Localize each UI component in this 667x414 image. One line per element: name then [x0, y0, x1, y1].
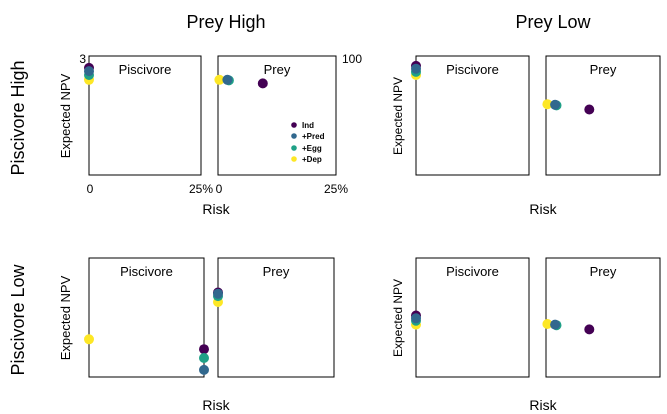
legend-label-dep: +Dep [302, 155, 322, 164]
legend-marker-dep [291, 156, 297, 162]
panel-title-1-piscivore: Piscivore [446, 62, 499, 77]
panel-title-0-prey: Prey [264, 62, 291, 77]
legend-marker-ind [291, 122, 297, 128]
panel-frame-2-prey [217, 257, 335, 378]
point-1-prey-dep [542, 99, 553, 110]
panel-frame-1-prey [545, 55, 661, 176]
panel-title-2-piscivore: Piscivore [120, 264, 173, 279]
legend-label-egg: +Egg [302, 144, 322, 153]
panel-title-1-prey: Prey [590, 62, 617, 77]
y-tick-prey-top: 100 [342, 52, 362, 66]
panel-title-3-prey: Prey [590, 264, 617, 279]
point-0-piscivore-pred [84, 66, 94, 77]
points-layer [84, 60, 595, 375]
point-1-piscivore-pred [411, 63, 421, 74]
x-tick-piscivore-0: 0 [87, 182, 94, 196]
panels-layer: Piscivore Prey Piscivore Prey Piscivore Prey P… [88, 55, 661, 378]
legend-marker-pred [291, 133, 297, 139]
point-3-piscivore-pred [411, 313, 421, 324]
panel-title-3-piscivore: Piscivore [446, 264, 499, 279]
point-1-prey-ind [584, 104, 595, 115]
col-title-prey-low: Prey Low [515, 12, 591, 32]
point-1-prey-pred [550, 99, 561, 110]
x-tick-piscivore-25: 25% [189, 182, 213, 196]
col-title-prey-high: Prey High [186, 12, 265, 32]
panel-frame-0-prey [217, 55, 337, 176]
panel-frame-1-piscivore [415, 55, 530, 176]
xlabel-top-left: Risk [202, 201, 230, 217]
ylabel-top-right: Expected NPV [391, 77, 405, 155]
legend: Ind +Pred +Egg +Dep [291, 121, 325, 164]
x-tick-prey-0: 0 [216, 182, 223, 196]
point-3-prey-dep [542, 319, 553, 329]
panel-frame-0-piscivore [88, 55, 202, 176]
panel-frame-3-prey [545, 257, 661, 378]
y-tick-piscivore-top: 3 [79, 52, 86, 66]
point-2-piscivore-dep [84, 334, 94, 345]
legend-label-ind: Ind [302, 121, 314, 130]
xlabel-bottom-left: Risk [202, 397, 230, 413]
point-0-prey-ind [257, 78, 268, 89]
x-tick-prey-25: 25% [324, 182, 348, 196]
point-2-piscivore-ind [199, 344, 209, 355]
ylabel-top-left: Expected NPV [58, 73, 73, 158]
point-2-piscivore-pred [199, 364, 209, 375]
point-0-prey-dep [214, 74, 225, 85]
panel-title-0-piscivore: Piscivore [119, 62, 172, 77]
xlabel-top-right: Risk [529, 201, 557, 217]
row-title-piscivore-low: Piscivore Low [8, 263, 28, 375]
point-3-prey-ind [584, 324, 595, 335]
point-2-piscivore-egg [199, 353, 209, 363]
panel-title-2-prey: Prey [263, 264, 290, 279]
ylabel-bottom-right: Expected NPV [391, 279, 405, 357]
row-title-piscivore-high: Piscivore High [8, 60, 28, 175]
legend-marker-egg [291, 145, 297, 151]
point-3-prey-pred [550, 319, 561, 330]
ylabel-bottom-left: Expected NPV [58, 275, 73, 360]
point-2-prey-pred [213, 288, 223, 299]
legend-label-pred: +Pred [302, 132, 325, 141]
xlabel-bottom-right: Risk [529, 397, 557, 413]
panel-frame-2-piscivore [88, 257, 205, 378]
point-0-prey-pred [222, 74, 233, 85]
